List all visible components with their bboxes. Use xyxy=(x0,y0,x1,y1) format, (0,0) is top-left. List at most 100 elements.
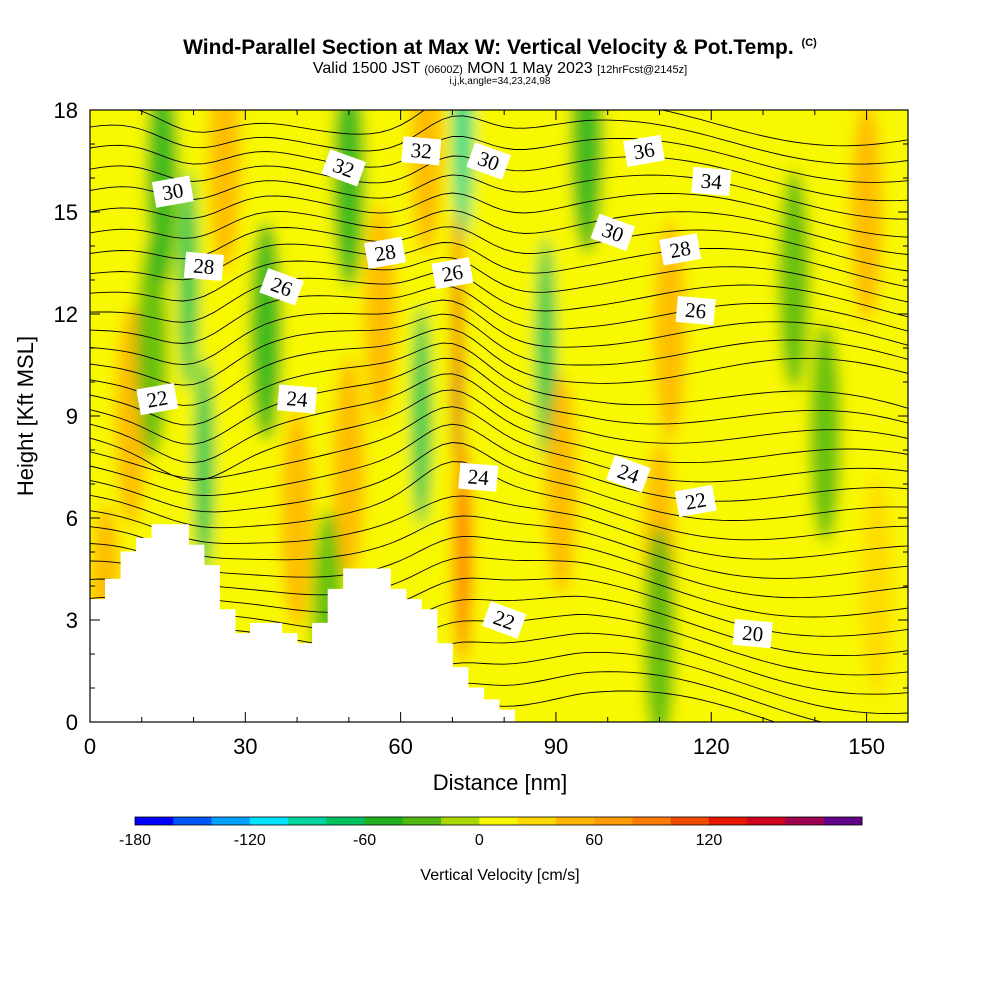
colorbar-tick-label: -120 xyxy=(234,832,266,849)
colorbar-tick-label: -180 xyxy=(119,832,151,849)
theta-contour-line xyxy=(90,192,908,238)
colorbar-swatch xyxy=(594,817,633,825)
velocity-cell xyxy=(281,408,314,628)
chart-title: Wind-Parallel Section at Max W: Vertical… xyxy=(0,36,1000,60)
contour-label-bg xyxy=(183,251,224,282)
plot-area xyxy=(90,110,908,722)
theta-contour-line xyxy=(90,328,908,406)
theta-contour-line xyxy=(90,299,908,366)
contour-label-bg xyxy=(606,455,651,493)
theta-contour-line xyxy=(90,313,908,386)
velocity-cell xyxy=(452,442,473,662)
colorbar-swatch xyxy=(708,817,748,825)
contour-label: 30 xyxy=(151,175,194,208)
theta-contour-line xyxy=(90,461,908,541)
x-tick-label: 30 xyxy=(233,734,257,759)
theta-contour-line xyxy=(90,535,908,599)
contour-label-bg xyxy=(136,382,179,416)
contour-label-bg xyxy=(259,268,304,306)
contour-label-text: 20 xyxy=(741,621,764,647)
contour-label-bg xyxy=(151,175,194,208)
colorbar-swatch xyxy=(555,817,595,825)
contour-label: 24 xyxy=(606,455,651,493)
theta-contour-line xyxy=(90,442,908,521)
colorbar-swatch xyxy=(441,817,480,825)
valid-time-a: Valid 1500 JST xyxy=(312,60,425,77)
contour-label-bg xyxy=(659,233,702,266)
colorbar-frame xyxy=(134,816,863,826)
contour-label-text: 22 xyxy=(683,487,708,514)
valid-time-b: MON 1 May 2023 xyxy=(462,60,598,77)
contour-label-text: 24 xyxy=(286,386,310,412)
colorbar-tick-label: 120 xyxy=(696,832,723,849)
contour-label: 32 xyxy=(321,149,367,187)
contour-label: 28 xyxy=(183,251,224,282)
velocity-cell xyxy=(653,221,686,441)
contour-label: 30 xyxy=(466,142,511,180)
theta-contour-line xyxy=(90,256,908,303)
y-tick-label: 12 xyxy=(54,302,78,327)
colorbar-swatch xyxy=(823,817,863,825)
contour-label-text: 28 xyxy=(192,254,215,280)
velocity-cell xyxy=(332,357,365,577)
y-tick-label: 9 xyxy=(66,404,78,429)
y-tick-label: 0 xyxy=(66,710,78,735)
terrain xyxy=(90,524,515,722)
contour-label-bg xyxy=(691,166,732,197)
contour-label: 28 xyxy=(659,233,702,266)
theta-contour-line xyxy=(90,135,908,183)
contour-label-bg xyxy=(321,149,367,187)
colorbar-swatch xyxy=(632,817,672,825)
valid-time-zulu: (0600Z) xyxy=(424,64,463,76)
theta-contour-line xyxy=(90,515,908,579)
contour-label-text: 22 xyxy=(145,385,170,412)
colorbar-tick-label: 60 xyxy=(585,832,603,849)
contour-label: 26 xyxy=(675,295,716,326)
contour-label-bg xyxy=(481,601,527,639)
theta-contour-line xyxy=(90,495,908,560)
colorbar-swatch xyxy=(211,817,251,825)
x-tick-label: 120 xyxy=(693,734,730,759)
chart-title-text: Wind-Parallel Section at Max W: Vertical… xyxy=(183,36,794,59)
theta-contour-line xyxy=(90,423,908,502)
colorbar-swatch xyxy=(747,817,786,825)
copyright-mark: (C) xyxy=(801,37,817,49)
contour-label: 36 xyxy=(623,134,665,167)
contour-label-bg xyxy=(623,134,665,167)
theta-contour-line xyxy=(90,115,908,165)
colorbar-swatch xyxy=(326,817,366,825)
theta-contour-line xyxy=(90,209,908,255)
contour-label-text: 34 xyxy=(700,169,724,195)
theta-contour-line xyxy=(90,342,908,426)
velocity-cell xyxy=(643,527,676,722)
theta-contour-line xyxy=(90,556,908,618)
contour-label: 32 xyxy=(401,136,442,166)
colorbar-swatch xyxy=(135,817,174,825)
contour-label-text: 30 xyxy=(160,178,185,205)
colorbar-swatch xyxy=(173,817,213,825)
contour-label-bg xyxy=(590,213,636,252)
colorbar: -180 -120 -60 0 60 120 xyxy=(119,816,863,849)
contour-label: 34 xyxy=(691,166,732,197)
velocity-cell xyxy=(850,110,883,322)
contour-label-bg xyxy=(364,236,407,269)
contour-label-text: 36 xyxy=(632,137,657,164)
contour-label: 28 xyxy=(364,236,407,269)
contour-label: 22 xyxy=(674,484,717,518)
contour-label: 24 xyxy=(277,384,318,414)
theta-contour-line xyxy=(90,242,908,288)
velocity-cell xyxy=(778,170,811,390)
contour-label: 26 xyxy=(259,268,304,306)
forecast-info: [12hrFcst@2145z] xyxy=(597,64,688,76)
theta-contour-line xyxy=(90,285,908,344)
colorbar-label: Vertical Velocity [cm/s] xyxy=(420,867,579,884)
contour-label-bg xyxy=(277,384,318,414)
theta-contour-line xyxy=(90,406,908,483)
colorbar-swatch xyxy=(670,817,710,825)
theta-contour-line xyxy=(90,271,908,323)
chart-subtitle: Valid 1500 JST (0600Z) MON 1 May 2023 [1… xyxy=(0,60,1000,78)
velocity-cell xyxy=(545,374,578,594)
y-tick-label: 3 xyxy=(66,608,78,633)
